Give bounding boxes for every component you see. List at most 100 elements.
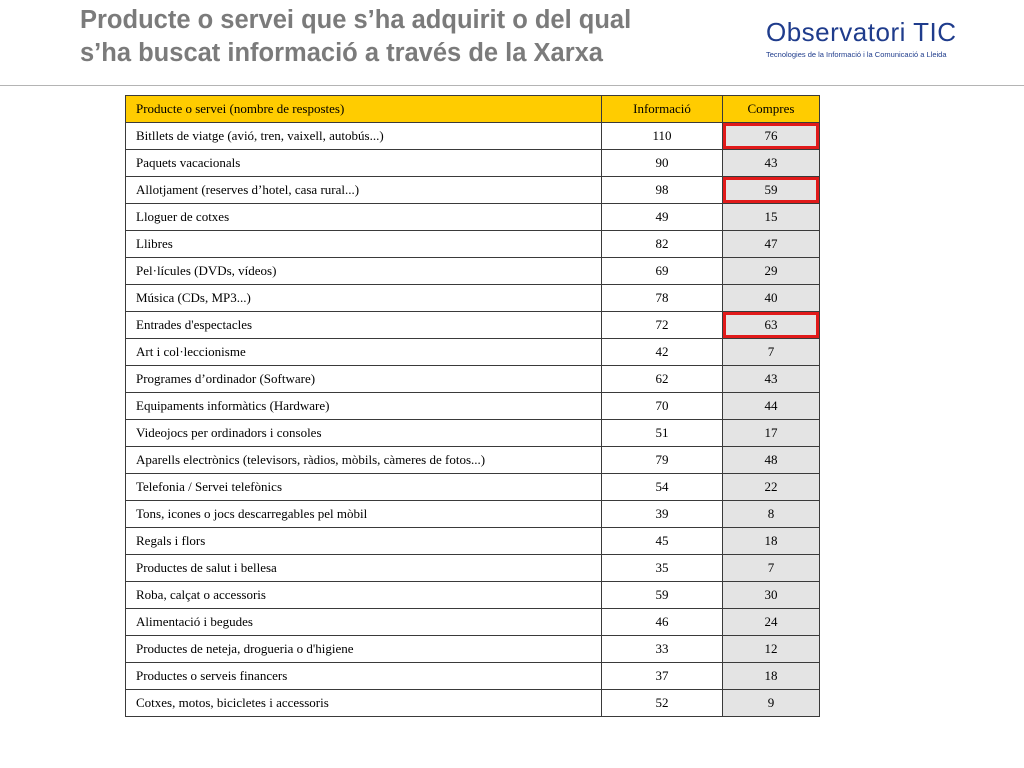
information-count-cell: 70 xyxy=(601,392,723,420)
product-cell: Allotjament (reserves d’hotel, casa rura… xyxy=(125,176,602,204)
table-row: Art i col·leccionisme 42 7 xyxy=(125,338,820,366)
logo-name: Observatori TIC xyxy=(766,17,957,47)
product-cell: Entrades d'espectacles xyxy=(125,311,602,339)
information-count-cell: 54 xyxy=(601,473,723,501)
product-cell: Regals i flors xyxy=(125,527,602,555)
column-header-purchases: Compres xyxy=(722,95,820,123)
table-body: Bitllets de viatge (avió, tren, vaixell,… xyxy=(125,122,820,717)
product-cell: Productes de neteja, drogueria o d'higie… xyxy=(125,635,602,663)
product-cell: Telefonia / Servei telefònics xyxy=(125,473,602,501)
information-count-cell: 59 xyxy=(601,581,723,609)
product-cell: Bitllets de viatge (avió, tren, vaixell,… xyxy=(125,122,602,150)
purchases-count-cell-highlighted: 76 xyxy=(722,122,820,150)
purchases-count-cell: 12 xyxy=(722,635,820,663)
purchases-count-cell: 7 xyxy=(722,338,820,366)
information-count-cell: 62 xyxy=(601,365,723,393)
table-row: Productes de salut i bellesa 35 7 xyxy=(125,554,820,582)
purchases-count-cell: 18 xyxy=(722,527,820,555)
table-row: Tons, icones o jocs descarregables pel m… xyxy=(125,500,820,528)
product-cell: Tons, icones o jocs descarregables pel m… xyxy=(125,500,602,528)
table-row: Paquets vacacionals 90 43 xyxy=(125,149,820,177)
product-cell: Música (CDs, MP3...) xyxy=(125,284,602,312)
product-cell: Llibres xyxy=(125,230,602,258)
page-title-line-2: s’ha buscat informació a través de la Xa… xyxy=(80,39,603,67)
product-cell: Alimentació i begudes xyxy=(125,608,602,636)
purchases-count-cell: 24 xyxy=(722,608,820,636)
purchases-count-cell: 15 xyxy=(722,203,820,231)
table-header-row: Producte o servei (nombre de respostes) … xyxy=(125,95,820,123)
product-cell: Equipaments informàtics (Hardware) xyxy=(125,392,602,420)
purchases-count-cell: 22 xyxy=(722,473,820,501)
table-row: Lloguer de cotxes 49 15 xyxy=(125,203,820,231)
product-cell: Paquets vacacionals xyxy=(125,149,602,177)
information-count-cell: 79 xyxy=(601,446,723,474)
table-row: Bitllets de viatge (avió, tren, vaixell,… xyxy=(125,122,820,150)
purchases-count-cell: 43 xyxy=(722,365,820,393)
product-cell: Cotxes, motos, bicicletes i accessoris xyxy=(125,689,602,717)
table-row: Programes d’ordinador (Software) 62 43 xyxy=(125,365,820,393)
information-count-cell: 52 xyxy=(601,689,723,717)
table-row: Alimentació i begudes 46 24 xyxy=(125,608,820,636)
product-cell: Pel·lícules (DVDs, vídeos) xyxy=(125,257,602,285)
table-row: Cotxes, motos, bicicletes i accessoris 52… xyxy=(125,689,820,717)
information-count-cell: 82 xyxy=(601,230,723,258)
purchases-count-cell: 17 xyxy=(722,419,820,447)
table-row: Productes de neteja, drogueria o d'higie… xyxy=(125,635,820,663)
page-title-line-1: Producte o servei que s’ha adquirit o de… xyxy=(80,6,632,34)
product-cell: Programes d’ordinador (Software) xyxy=(125,365,602,393)
table-row: Allotjament (reserves d’hotel, casa rura… xyxy=(125,176,820,204)
purchases-count-cell-highlighted: 63 xyxy=(722,311,820,339)
purchases-count-cell: 43 xyxy=(722,149,820,177)
table-row: Telefonia / Servei telefònics 54 22 xyxy=(125,473,820,501)
information-count-cell: 110 xyxy=(601,122,723,150)
purchases-count-cell: 7 xyxy=(722,554,820,582)
information-count-cell: 35 xyxy=(601,554,723,582)
table-row: Productes o serveis financers 37 18 xyxy=(125,662,820,690)
products-table: Producte o servei (nombre de respostes) … xyxy=(125,95,820,717)
product-cell: Productes de salut i bellesa xyxy=(125,554,602,582)
information-count-cell: 69 xyxy=(601,257,723,285)
information-count-cell: 37 xyxy=(601,662,723,690)
product-cell: Aparells electrònics (televisors, ràdios… xyxy=(125,446,602,474)
information-count-cell: 46 xyxy=(601,608,723,636)
table-row: Llibres 82 47 xyxy=(125,230,820,258)
information-count-cell: 49 xyxy=(601,203,723,231)
table-row: Pel·lícules (DVDs, vídeos) 69 29 xyxy=(125,257,820,285)
table-row: Videojocs per ordinadors i consoles 51 17 xyxy=(125,419,820,447)
information-count-cell: 72 xyxy=(601,311,723,339)
purchases-count-cell: 30 xyxy=(722,581,820,609)
purchases-count-cell: 29 xyxy=(722,257,820,285)
table-row: Regals i flors 45 18 xyxy=(125,527,820,555)
purchases-count-cell: 18 xyxy=(722,662,820,690)
purchases-count-cell: 8 xyxy=(722,500,820,528)
product-cell: Art i col·leccionisme xyxy=(125,338,602,366)
purchases-count-cell: 40 xyxy=(722,284,820,312)
table-row: Entrades d'espectacles 72 63 xyxy=(125,311,820,339)
information-count-cell: 90 xyxy=(601,149,723,177)
product-cell: Lloguer de cotxes xyxy=(125,203,602,231)
product-cell: Videojocs per ordinadors i consoles xyxy=(125,419,602,447)
table-row: Música (CDs, MP3...) 78 40 xyxy=(125,284,820,312)
information-count-cell: 51 xyxy=(601,419,723,447)
information-count-cell: 42 xyxy=(601,338,723,366)
information-count-cell: 78 xyxy=(601,284,723,312)
table-row: Aparells electrònics (televisors, ràdios… xyxy=(125,446,820,474)
product-cell: Productes o serveis financers xyxy=(125,662,602,690)
column-header-product: Producte o servei (nombre de respostes) xyxy=(125,95,602,123)
page-title: Producte o servei que s’ha adquirit o de… xyxy=(80,4,740,70)
purchases-count-cell-highlighted: 59 xyxy=(722,176,820,204)
table-row: Roba, calçat o accessoris 59 30 xyxy=(125,581,820,609)
purchases-count-cell: 44 xyxy=(722,392,820,420)
column-header-information: Informació xyxy=(601,95,723,123)
information-count-cell: 45 xyxy=(601,527,723,555)
logo-tagline: Tecnologies de la Informació i la Comuni… xyxy=(766,50,947,59)
purchases-count-cell: 48 xyxy=(722,446,820,474)
purchases-count-cell: 9 xyxy=(722,689,820,717)
header-divider xyxy=(0,85,1024,86)
purchases-count-cell: 47 xyxy=(722,230,820,258)
table-row: Equipaments informàtics (Hardware) 70 44 xyxy=(125,392,820,420)
information-count-cell: 33 xyxy=(601,635,723,663)
product-cell: Roba, calçat o accessoris xyxy=(125,581,602,609)
information-count-cell: 39 xyxy=(601,500,723,528)
